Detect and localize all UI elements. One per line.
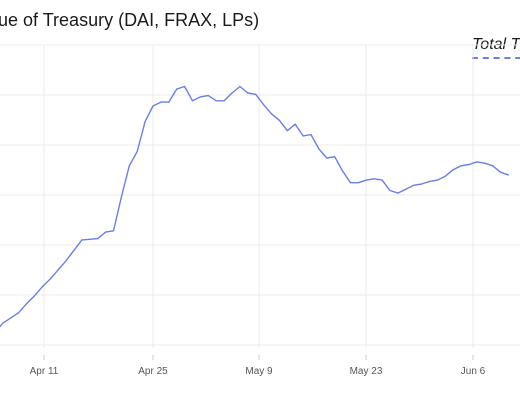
data-point xyxy=(18,312,20,314)
data-point xyxy=(136,150,138,153)
data-point xyxy=(160,101,162,103)
data-point xyxy=(26,303,28,305)
data-point xyxy=(120,196,122,198)
series-line xyxy=(0,85,509,328)
data-point xyxy=(460,165,462,167)
data-point xyxy=(49,278,51,280)
data-point xyxy=(318,148,320,150)
x-tick-label: Apr 25 xyxy=(138,366,168,377)
data-point xyxy=(507,174,510,176)
data-point xyxy=(239,85,241,88)
data-point xyxy=(144,121,146,123)
data-point xyxy=(294,123,296,125)
data-point xyxy=(421,183,423,185)
x-tick-label: May 9 xyxy=(245,366,273,377)
data-point xyxy=(10,317,12,319)
data-point xyxy=(365,179,367,181)
data-point xyxy=(65,260,67,262)
data-point xyxy=(207,95,209,97)
legend-swatch xyxy=(472,57,520,59)
data-point xyxy=(326,157,328,159)
data-point xyxy=(270,113,273,115)
data-point xyxy=(231,92,233,94)
chart-title: alue of Treasury (DAI, FRAX, LPs) xyxy=(0,10,260,30)
data-point xyxy=(152,105,154,107)
data-point xyxy=(452,169,454,171)
data-point xyxy=(500,171,502,173)
data-point xyxy=(492,165,494,167)
data-point xyxy=(334,156,336,158)
data-point xyxy=(349,182,352,184)
x-tick-label: May 23 xyxy=(350,366,383,377)
data-point xyxy=(389,189,391,192)
data-point xyxy=(397,192,399,194)
x-tick-label: Apr 11 xyxy=(30,366,59,377)
data-point xyxy=(302,135,304,137)
data-point xyxy=(286,130,288,132)
data-point xyxy=(184,85,186,88)
x-axis: Apr 11 Apr 25 May 9 May 23 Jun 6 xyxy=(30,355,486,377)
data-point xyxy=(73,249,75,251)
series-layer xyxy=(0,85,510,328)
data-point xyxy=(57,269,59,271)
data-point xyxy=(373,178,375,180)
data-point xyxy=(112,230,115,232)
data-point xyxy=(428,180,431,182)
data-point xyxy=(223,100,225,102)
data-point xyxy=(199,96,201,98)
data-point xyxy=(89,238,91,240)
data-point xyxy=(41,286,44,288)
data-point xyxy=(484,162,486,164)
data-point xyxy=(255,93,257,95)
data-point xyxy=(247,92,249,94)
data-point xyxy=(310,134,312,136)
data-point xyxy=(468,163,470,166)
x-tick-label: Jun 6 xyxy=(461,366,486,377)
data-point xyxy=(176,88,178,90)
data-point xyxy=(215,100,217,102)
data-point xyxy=(444,175,446,177)
grid-layer xyxy=(0,44,520,348)
data-point xyxy=(476,161,478,163)
data-point xyxy=(263,104,265,106)
data-point xyxy=(97,238,99,240)
data-point xyxy=(405,188,407,190)
data-point xyxy=(413,184,415,186)
data-point xyxy=(342,170,344,172)
data-point xyxy=(33,295,36,297)
data-point xyxy=(191,100,194,102)
data-point xyxy=(128,165,130,167)
data-point xyxy=(105,231,107,233)
data-point xyxy=(168,101,170,103)
data-point xyxy=(436,179,438,181)
data-point xyxy=(381,179,383,181)
data-point xyxy=(81,239,83,241)
data-point xyxy=(357,182,359,184)
data-point xyxy=(2,322,4,324)
data-point xyxy=(278,119,280,121)
